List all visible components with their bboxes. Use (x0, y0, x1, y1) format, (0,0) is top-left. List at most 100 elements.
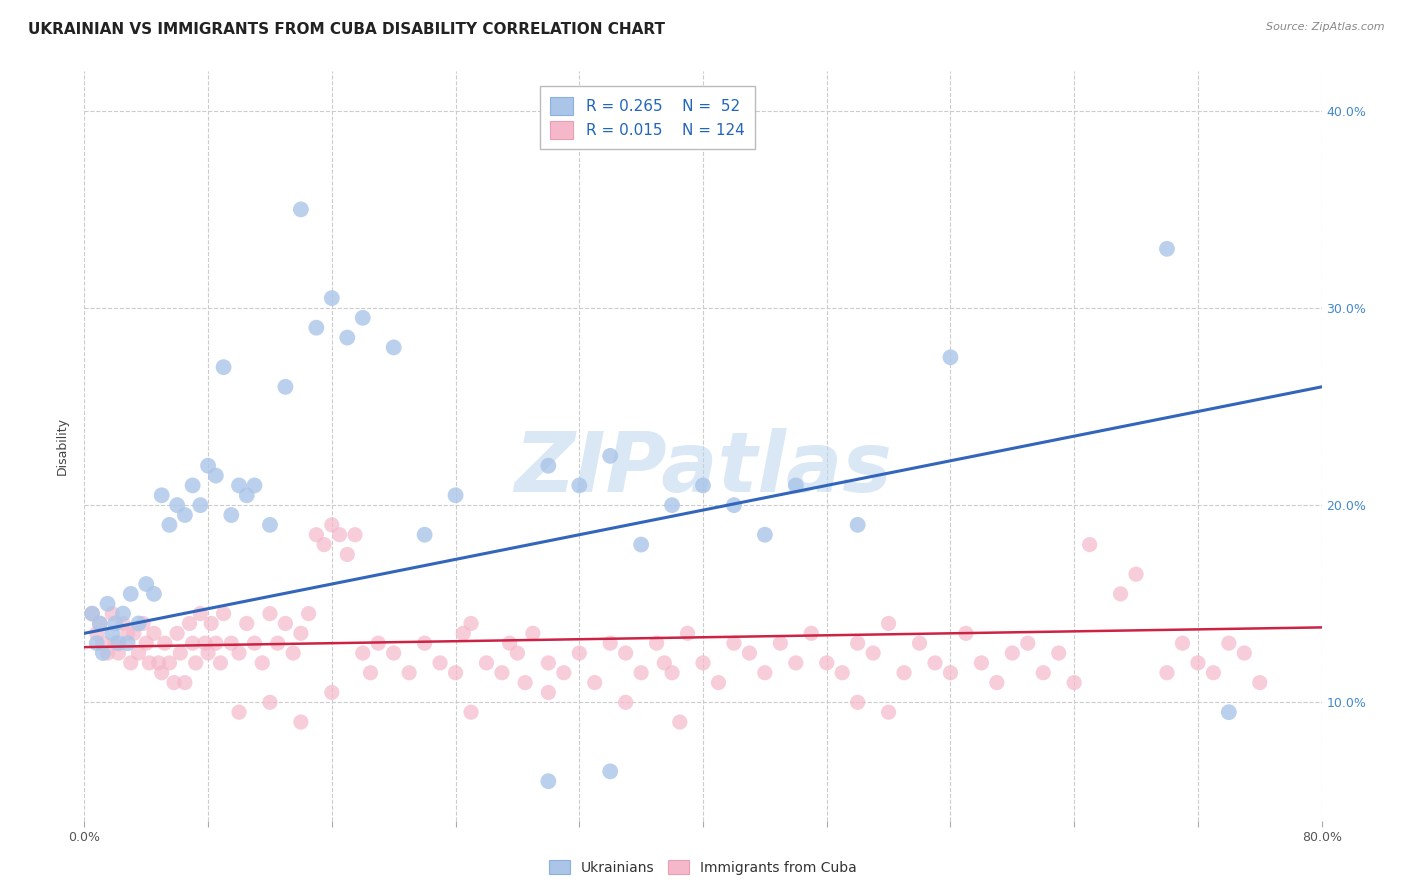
Immigrants from Cuba (676, 626, 699, 640)
Immigrants from Cuba (754, 665, 776, 680)
Immigrants from Cuba (163, 675, 186, 690)
Ukrainians (181, 478, 204, 492)
Ukrainians (1156, 242, 1178, 256)
Ukrainians (661, 498, 683, 512)
Ukrainians (785, 478, 807, 492)
Immigrants from Cuba (661, 665, 683, 680)
Ukrainians (754, 527, 776, 541)
Ukrainians (537, 458, 560, 473)
Immigrants from Cuba (184, 656, 207, 670)
Immigrants from Cuba (614, 695, 637, 709)
Immigrants from Cuba (568, 646, 591, 660)
Immigrants from Cuba (305, 527, 328, 541)
Ukrainians (86, 636, 108, 650)
Immigrants from Cuba (86, 626, 108, 640)
Immigrants from Cuba (235, 616, 259, 631)
Immigrants from Cuba (955, 626, 977, 640)
Immigrants from Cuba (132, 616, 155, 631)
Immigrants from Cuba (630, 665, 652, 680)
Ukrainians (336, 330, 359, 344)
Immigrants from Cuba (785, 656, 807, 670)
Ukrainians (188, 498, 212, 512)
Immigrants from Cuba (150, 665, 173, 680)
Immigrants from Cuba (274, 616, 297, 631)
Immigrants from Cuba (877, 705, 900, 719)
Immigrants from Cuba (135, 636, 157, 650)
Immigrants from Cuba (281, 646, 305, 660)
Immigrants from Cuba (924, 656, 946, 670)
Immigrants from Cuba (148, 656, 170, 670)
Ukrainians (352, 310, 374, 325)
Text: ZIPatlas: ZIPatlas (515, 428, 891, 509)
Immigrants from Cuba (815, 656, 838, 670)
Ukrainians (221, 508, 243, 522)
Ukrainians (135, 577, 157, 591)
Immigrants from Cuba (188, 607, 212, 621)
Y-axis label: Disability: Disability (55, 417, 69, 475)
Immigrants from Cuba (707, 675, 730, 690)
Immigrants from Cuba (181, 636, 204, 650)
Immigrants from Cuba (846, 695, 869, 709)
Immigrants from Cuba (228, 705, 250, 719)
Immigrants from Cuba (877, 616, 900, 631)
Ukrainians (91, 646, 114, 660)
Ukrainians (89, 616, 111, 631)
Immigrants from Cuba (259, 695, 281, 709)
Immigrants from Cuba (460, 616, 482, 631)
Immigrants from Cuba (89, 616, 111, 631)
Immigrants from Cuba (800, 626, 823, 640)
Immigrants from Cuba (329, 527, 352, 541)
Immigrants from Cuba (599, 636, 621, 650)
Ukrainians (382, 340, 405, 354)
Ukrainians (630, 538, 652, 552)
Immigrants from Cuba (267, 636, 290, 650)
Immigrants from Cuba (553, 665, 575, 680)
Immigrants from Cuba (453, 626, 475, 640)
Immigrants from Cuba (537, 685, 560, 699)
Immigrants from Cuba (1233, 646, 1256, 660)
Legend: R = 0.265    N =  52, R = 0.015    N = 124: R = 0.265 N = 52, R = 0.015 N = 124 (540, 87, 755, 149)
Immigrants from Cuba (537, 656, 560, 670)
Ukrainians (197, 458, 219, 473)
Ukrainians (692, 478, 714, 492)
Immigrants from Cuba (669, 714, 692, 729)
Ukrainians (112, 607, 135, 621)
Immigrants from Cuba (583, 675, 606, 690)
Immigrants from Cuba (298, 607, 321, 621)
Ukrainians (143, 587, 166, 601)
Immigrants from Cuba (429, 656, 451, 670)
Immigrants from Cuba (1171, 636, 1194, 650)
Ukrainians (96, 597, 118, 611)
Immigrants from Cuba (506, 646, 529, 660)
Ukrainians (290, 202, 312, 217)
Immigrants from Cuba (645, 636, 668, 650)
Legend: Ukrainians, Immigrants from Cuba: Ukrainians, Immigrants from Cuba (543, 855, 863, 880)
Immigrants from Cuba (652, 656, 676, 670)
Ukrainians (243, 478, 266, 492)
Immigrants from Cuba (1156, 665, 1178, 680)
Immigrants from Cuba (444, 665, 467, 680)
Immigrants from Cuba (738, 646, 761, 660)
Ukrainians (127, 616, 149, 631)
Immigrants from Cuba (200, 616, 222, 631)
Immigrants from Cuba (382, 646, 405, 660)
Immigrants from Cuba (939, 665, 962, 680)
Immigrants from Cuba (491, 665, 513, 680)
Ukrainians (413, 527, 436, 541)
Immigrants from Cuba (91, 636, 114, 650)
Ukrainians (235, 488, 259, 502)
Ukrainians (101, 626, 124, 640)
Ukrainians (321, 291, 343, 305)
Immigrants from Cuba (153, 636, 176, 650)
Immigrants from Cuba (197, 646, 219, 660)
Ukrainians (205, 468, 228, 483)
Immigrants from Cuba (862, 646, 884, 660)
Text: UKRAINIAN VS IMMIGRANTS FROM CUBA DISABILITY CORRELATION CHART: UKRAINIAN VS IMMIGRANTS FROM CUBA DISABI… (28, 22, 665, 37)
Ukrainians (939, 351, 962, 365)
Immigrants from Cuba (1187, 656, 1209, 670)
Immigrants from Cuba (209, 656, 232, 670)
Immigrants from Cuba (893, 665, 915, 680)
Ukrainians (212, 360, 235, 375)
Immigrants from Cuba (1032, 665, 1054, 680)
Immigrants from Cuba (413, 636, 436, 650)
